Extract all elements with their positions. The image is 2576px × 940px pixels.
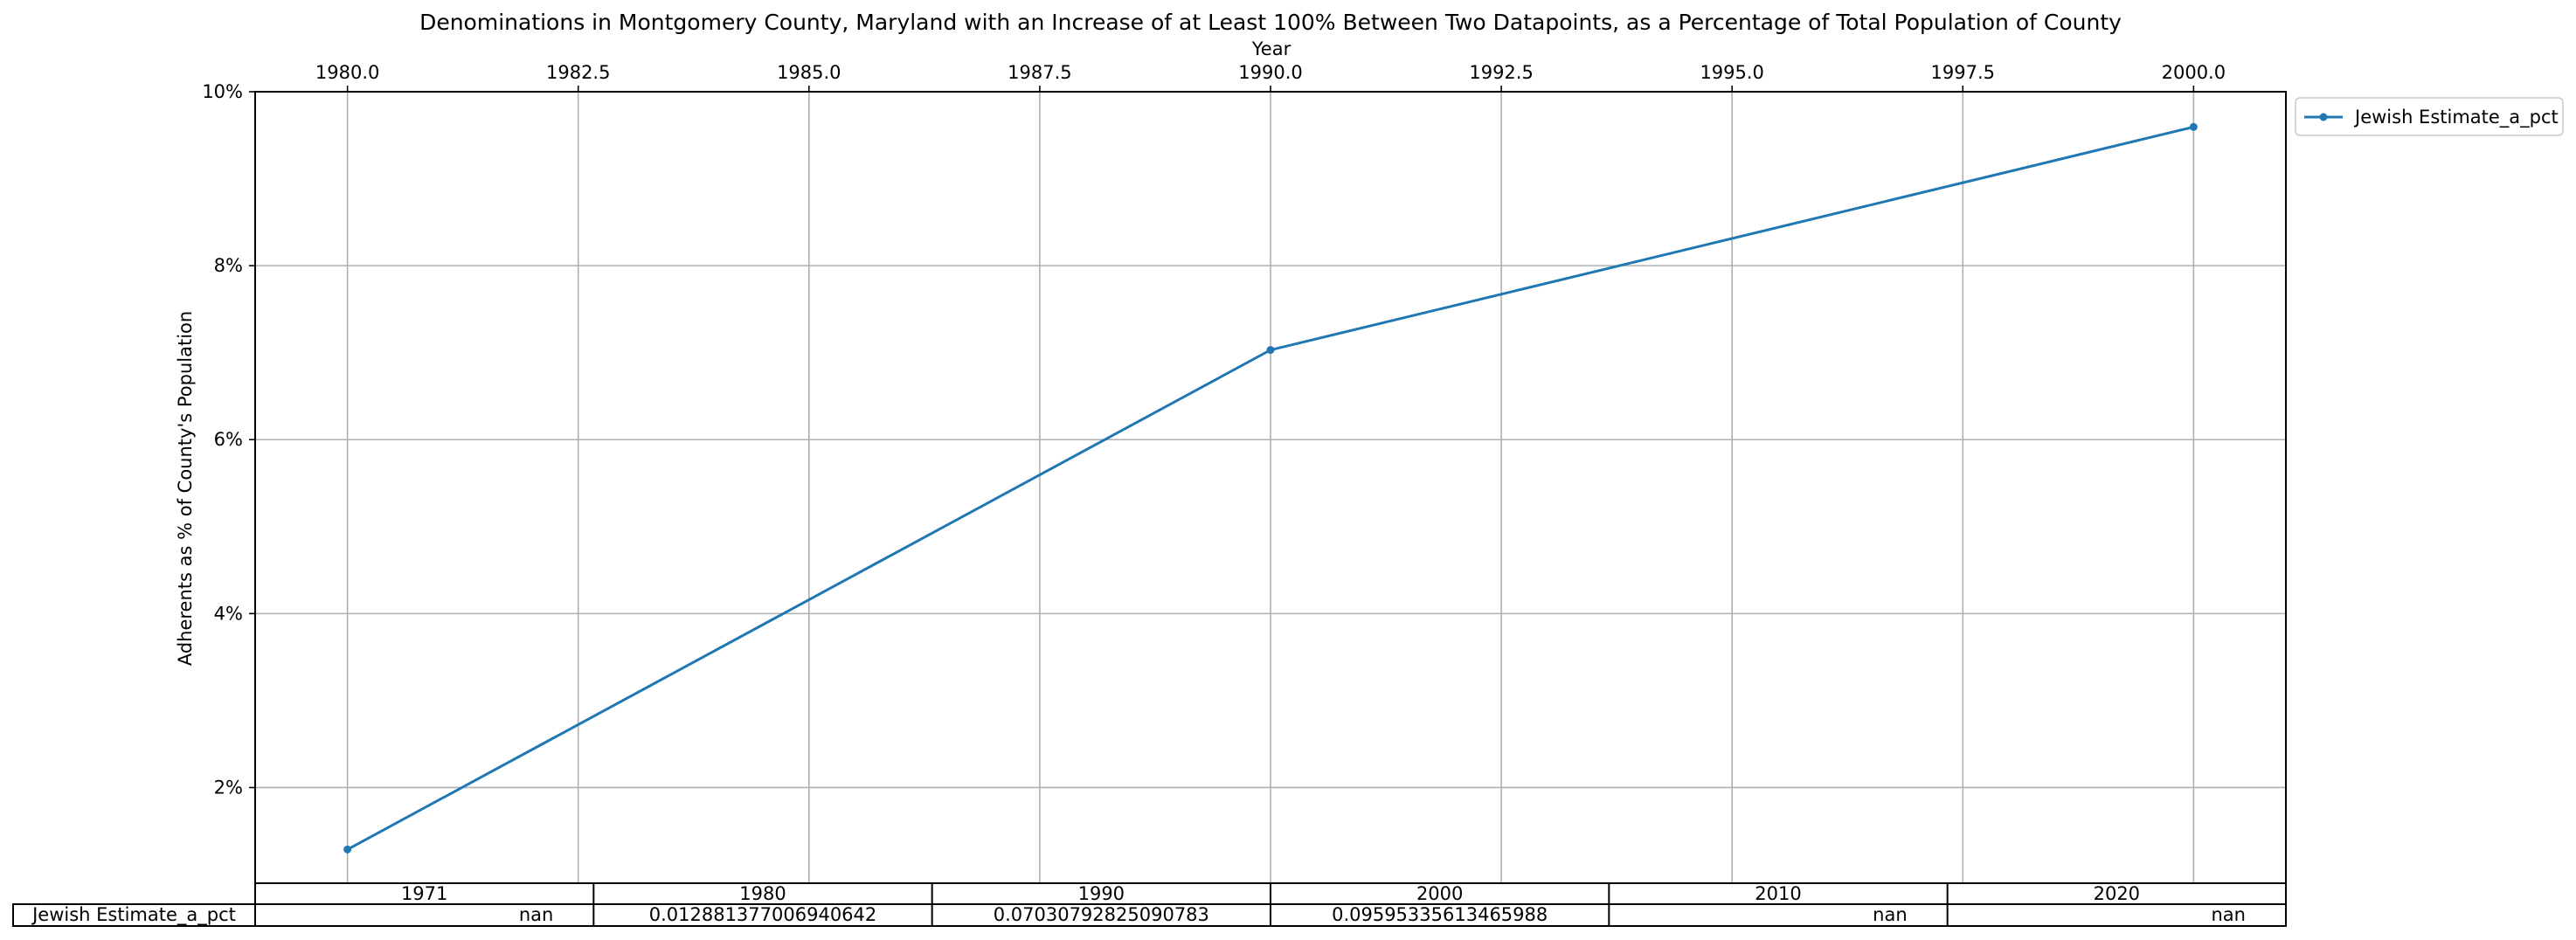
table-cell: 0.07030792825090783 <box>994 904 1209 925</box>
x-tick-label: 1982.5 <box>546 62 610 83</box>
table-row-label: Jewish Estimate_a_pct <box>31 904 236 926</box>
x-tick-label: 2000.0 <box>2162 62 2226 83</box>
x-tick-label: 1980.0 <box>315 62 379 83</box>
chart-title: Denominations in Montgomery County, Mary… <box>419 10 2122 35</box>
x-tick-label: 1992.5 <box>1469 62 1533 83</box>
table-row <box>12 903 2287 927</box>
table-column-header: 1990 <box>1078 883 1125 904</box>
x-tick-label: 1985.0 <box>777 62 841 83</box>
data-point <box>343 845 352 854</box>
legend-label: Jewish Estimate_a_pct <box>2353 107 2559 128</box>
y-axis-label: Adherents as % of County's Population <box>175 311 196 666</box>
y-tick-label: 2% <box>214 777 243 798</box>
table-column-header: 2000 <box>1416 883 1463 904</box>
table-cell: 0.012881377006940642 <box>649 904 877 925</box>
y-tick-label: 10% <box>202 81 243 102</box>
table-column-header: 2010 <box>1755 883 1801 904</box>
table-cell: nan <box>1873 904 1908 925</box>
data-point <box>2189 122 2198 131</box>
table-column-header: 1980 <box>739 883 786 904</box>
y-tick-label: 6% <box>214 429 243 450</box>
gridlines <box>255 91 2286 883</box>
y-tick-label: 8% <box>214 255 243 276</box>
table-column-header: 2020 <box>2094 883 2140 904</box>
table-cell: nan <box>2212 904 2247 925</box>
y-ticks: 2% 4% 6% 8% 10% <box>202 81 255 798</box>
table-cell: 0.09595335613465988 <box>1332 904 1548 925</box>
data-point <box>1266 346 1275 355</box>
x-axis-label: Year <box>1251 38 1291 59</box>
legend: Jewish Estimate_a_pct <box>2295 97 2564 136</box>
table-cell: nan <box>519 904 554 925</box>
data-table: 1971 1980 1990 2000 2010 2020 Jewish Estimate_… <box>12 882 2287 927</box>
legend-box <box>2295 97 2564 136</box>
series-group <box>343 122 2198 854</box>
y-tick-label: 4% <box>214 603 243 624</box>
x-tick-label: 1987.5 <box>1008 62 1071 83</box>
x-ticks: 1980.0 1982.5 1985.0 1987.5 1990.0 1992.5 1995… <box>315 62 2226 92</box>
x-tick-label: 1995.0 <box>1700 62 1763 83</box>
x-tick-label: 1990.0 <box>1238 62 1302 83</box>
table-column-header: 1971 <box>401 883 447 904</box>
x-tick-label: 1997.5 <box>1931 62 1995 83</box>
legend-marker <box>2319 113 2328 121</box>
